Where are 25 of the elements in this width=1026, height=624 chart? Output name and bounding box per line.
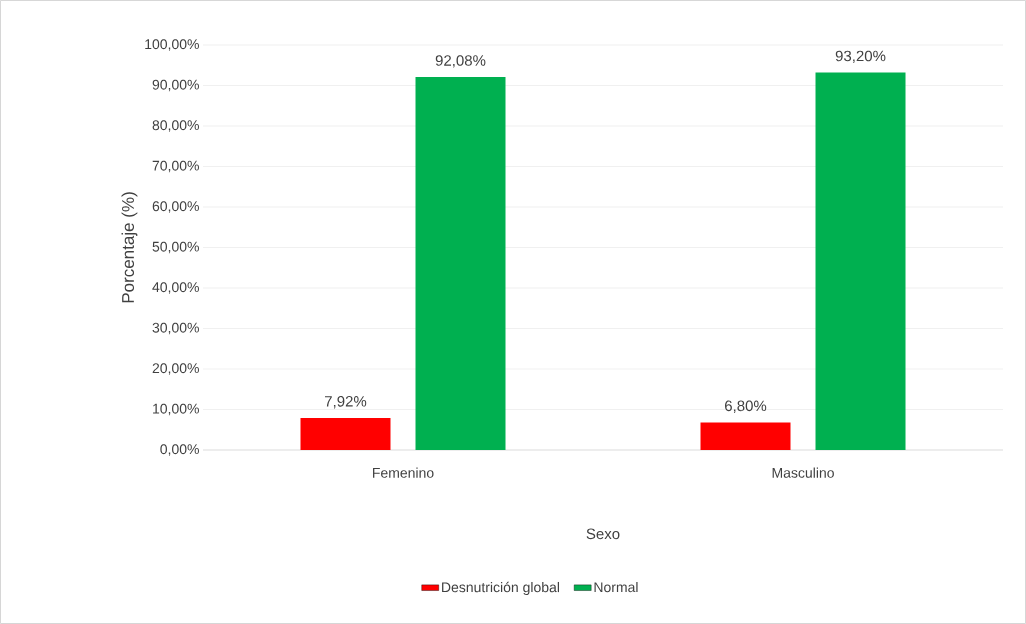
y-tick-label: 10,00% <box>153 403 199 416</box>
y-tick-label: 100,00% <box>145 39 199 51</box>
y-tick-label: 30,00% <box>152 322 199 335</box>
data-label: 7,92% <box>325 396 367 409</box>
bar <box>815 72 906 450</box>
y-tick-label: 20,00% <box>152 363 199 375</box>
x-tick-label: Femenino <box>373 467 434 478</box>
x-axis-title: Sexo <box>586 528 620 540</box>
bar <box>415 77 506 450</box>
legend-label: Normal <box>594 581 638 593</box>
data-label: 92,08% <box>435 55 486 68</box>
bar <box>700 422 791 450</box>
y-tick-label: 60,00% <box>152 201 199 213</box>
y-tick-label: 90,00% <box>152 79 199 92</box>
y-tick-label: 80,00% <box>152 120 199 132</box>
data-label: 6,80% <box>725 400 767 413</box>
y-tick-label: 70,00% <box>152 160 199 173</box>
y-tick-label: 40,00% <box>152 282 199 294</box>
data-label: 93,20% <box>835 50 886 64</box>
bar <box>300 417 391 450</box>
y-tick-label: 50,00% <box>152 241 199 254</box>
legend-label: Desnutrición global <box>442 581 560 596</box>
y-tick-label: 0,00% <box>160 444 199 456</box>
x-tick-label: Masculino <box>772 467 834 478</box>
y-axis-title: Porcentaje (%) <box>121 192 138 303</box>
